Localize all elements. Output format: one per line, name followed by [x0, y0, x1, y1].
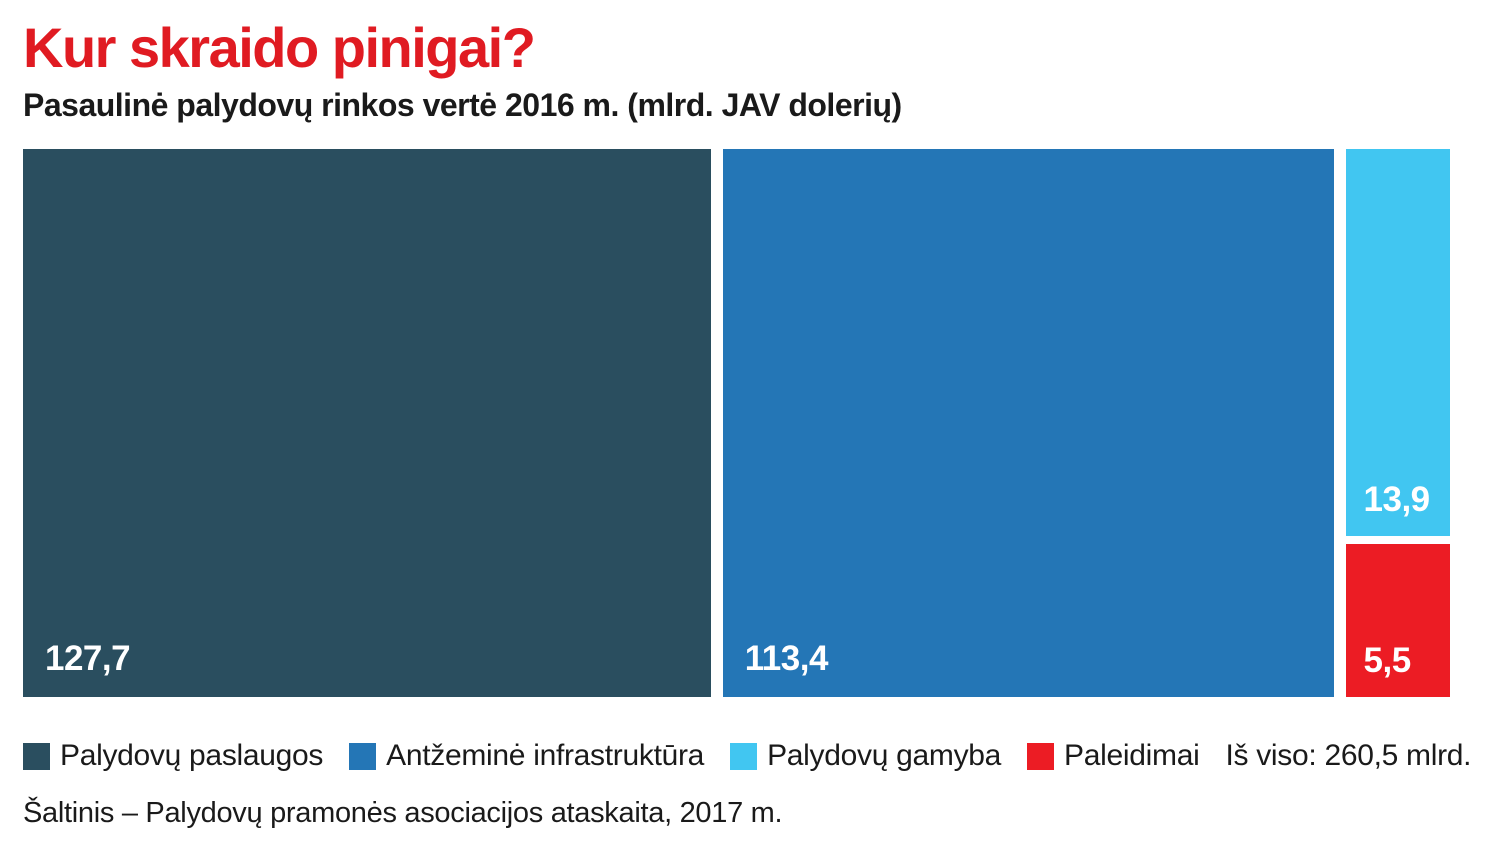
- source-note: Šaltinis – Palydovų pramonės asociacijos…: [23, 797, 783, 830]
- right-stack-column: 13,9 5,5: [1345, 149, 1450, 698]
- legend: Palydovų paslaugos Antžeminė infrastrukt…: [23, 739, 1472, 773]
- legend-item-palydovu-paslaugos: Palydovų paslaugos: [23, 739, 323, 773]
- segment-value-label: 5,5: [1363, 641, 1412, 681]
- segment-antzemine-infrastruktura: 113,4: [722, 149, 1334, 698]
- legend-item-antzemine-infrastruktura: Antžeminė infrastruktūra: [349, 739, 704, 773]
- segment-paleidimai: 5,5: [1345, 544, 1450, 698]
- segment-value-label: 127,7: [45, 639, 131, 679]
- legend-swatch-palydovu-paslaugos: [23, 742, 50, 770]
- legend-swatch-antzemine-infrastruktura: [349, 742, 377, 770]
- legend-item-paleidimai: Paleidimai: [1027, 739, 1200, 773]
- legend-total: Iš viso: 260,5 mlrd.: [1225, 739, 1472, 773]
- legend-swatch-paleidimai: [1027, 742, 1055, 770]
- legend-swatch-palydovu-gamyba: [730, 742, 758, 770]
- page-title: Kur skraido pinigai?: [23, 16, 536, 79]
- segment-value-label: 13,9: [1363, 480, 1431, 520]
- legend-label: Palydovų gamyba: [767, 739, 1002, 773]
- treemap-chart: 127,7 113,4 13,9 5,5: [23, 149, 1450, 698]
- legend-label: Antžeminė infrastruktūra: [386, 739, 705, 773]
- page-subtitle: Pasaulinė palydovų rinkos vertė 2016 m. …: [23, 87, 902, 124]
- segment-value-label: 113,4: [744, 639, 829, 679]
- segment-palydovu-gamyba: 13,9: [1345, 149, 1450, 537]
- legend-item-palydovu-gamyba: Palydovų gamyba: [730, 739, 1001, 773]
- legend-label: Palydovų paslaugos: [60, 739, 324, 773]
- segment-palydovu-paslaugos: 127,7: [23, 149, 711, 698]
- legend-label: Paleidimai: [1064, 739, 1200, 773]
